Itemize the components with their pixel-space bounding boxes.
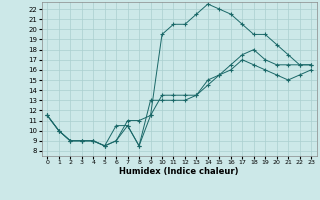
X-axis label: Humidex (Indice chaleur): Humidex (Indice chaleur): [119, 167, 239, 176]
